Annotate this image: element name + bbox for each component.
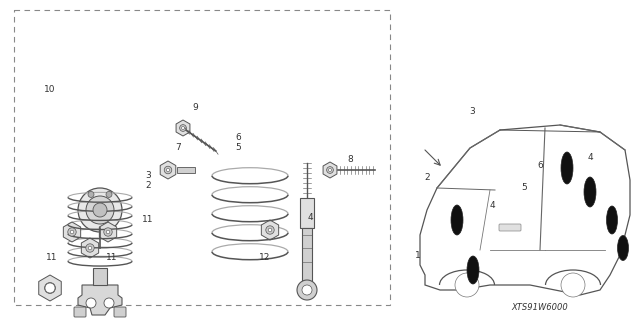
- Text: 7: 7: [175, 144, 181, 152]
- Text: 1: 1: [415, 250, 421, 259]
- Circle shape: [164, 166, 172, 174]
- Polygon shape: [176, 120, 190, 136]
- Text: 6: 6: [537, 160, 543, 169]
- Ellipse shape: [561, 152, 573, 184]
- Text: 12: 12: [259, 254, 271, 263]
- Ellipse shape: [607, 206, 618, 234]
- Polygon shape: [261, 220, 278, 240]
- Polygon shape: [78, 285, 122, 315]
- Circle shape: [45, 283, 55, 293]
- Text: 3: 3: [145, 170, 151, 180]
- FancyBboxPatch shape: [499, 224, 521, 231]
- Circle shape: [45, 283, 56, 293]
- Circle shape: [561, 273, 585, 297]
- Text: 8: 8: [347, 155, 353, 165]
- Circle shape: [86, 244, 94, 252]
- Text: XTS91W6000: XTS91W6000: [511, 303, 568, 313]
- Circle shape: [455, 273, 479, 297]
- Circle shape: [70, 230, 74, 234]
- Text: 11: 11: [142, 216, 154, 225]
- Ellipse shape: [451, 205, 463, 235]
- Circle shape: [68, 228, 76, 236]
- Text: 10: 10: [44, 85, 56, 94]
- Ellipse shape: [467, 256, 479, 284]
- Circle shape: [328, 168, 332, 171]
- Ellipse shape: [618, 235, 628, 261]
- FancyBboxPatch shape: [93, 268, 107, 285]
- Polygon shape: [323, 162, 337, 178]
- Text: 2: 2: [424, 174, 430, 182]
- Circle shape: [78, 188, 122, 232]
- Circle shape: [180, 125, 186, 131]
- FancyBboxPatch shape: [74, 307, 86, 317]
- Bar: [14, 10, 390, 305]
- Ellipse shape: [584, 177, 596, 207]
- Polygon shape: [160, 161, 176, 179]
- Circle shape: [166, 168, 170, 172]
- Circle shape: [106, 230, 110, 234]
- FancyBboxPatch shape: [302, 228, 312, 283]
- Text: 6: 6: [235, 133, 241, 143]
- Circle shape: [268, 228, 272, 232]
- Text: 2: 2: [145, 181, 151, 189]
- Circle shape: [88, 191, 94, 197]
- Text: 3: 3: [469, 108, 475, 116]
- Text: 5: 5: [521, 183, 527, 192]
- Polygon shape: [99, 222, 116, 242]
- Circle shape: [106, 191, 112, 197]
- Circle shape: [93, 203, 107, 217]
- Circle shape: [302, 285, 312, 295]
- Text: 4: 4: [307, 213, 313, 222]
- Circle shape: [266, 226, 274, 234]
- Text: 4: 4: [489, 201, 495, 210]
- Text: 11: 11: [46, 254, 58, 263]
- Polygon shape: [420, 125, 630, 295]
- Circle shape: [104, 298, 114, 308]
- Text: 9: 9: [192, 103, 198, 113]
- Circle shape: [104, 228, 112, 236]
- Text: 4: 4: [587, 153, 593, 162]
- Polygon shape: [39, 275, 61, 301]
- FancyBboxPatch shape: [300, 198, 314, 228]
- Circle shape: [47, 286, 52, 290]
- Circle shape: [297, 280, 317, 300]
- Text: 5: 5: [235, 144, 241, 152]
- Circle shape: [326, 167, 333, 173]
- Text: 11: 11: [106, 254, 118, 263]
- Circle shape: [86, 196, 114, 224]
- FancyBboxPatch shape: [114, 307, 126, 317]
- Circle shape: [88, 246, 92, 250]
- Polygon shape: [81, 238, 99, 258]
- FancyBboxPatch shape: [177, 167, 195, 173]
- Circle shape: [86, 298, 96, 308]
- Circle shape: [182, 127, 184, 130]
- Polygon shape: [63, 222, 81, 242]
